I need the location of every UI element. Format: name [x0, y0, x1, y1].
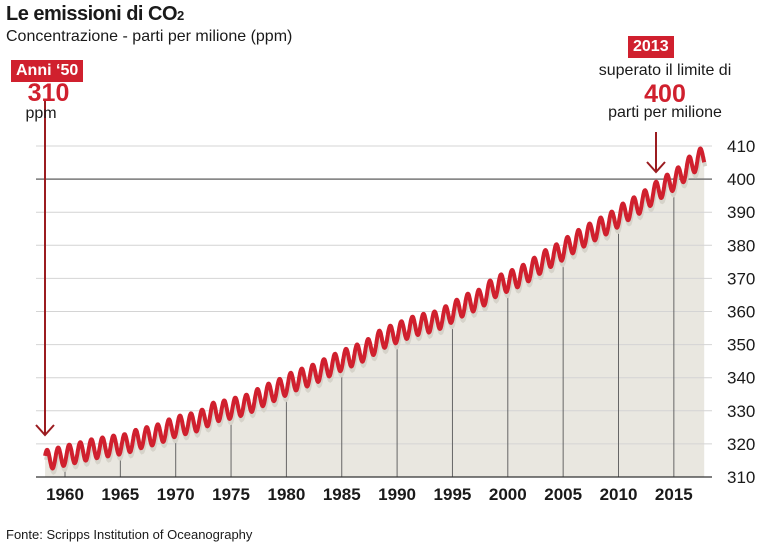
- x-tick-label: 1980: [267, 485, 305, 504]
- x-tick-label: 1990: [378, 485, 416, 504]
- co2-series-line: [43, 146, 707, 471]
- x-tick-label: 1985: [323, 485, 361, 504]
- y-tick-label: 370: [727, 269, 755, 288]
- arrow-down-icon: [646, 132, 666, 174]
- chart-title: Le emissioni di CO2: [6, 3, 184, 25]
- y-tick-label: 410: [727, 137, 755, 156]
- chart-subtitle: Concentrazione - parti per milione (ppm): [6, 28, 293, 45]
- y-tick-label: 320: [727, 435, 755, 454]
- source-note: Fonte: Scripps Institution of Oceanograp…: [6, 527, 253, 542]
- x-tick-label: 1975: [212, 485, 250, 504]
- x-tick-label: 1995: [434, 485, 472, 504]
- x-tick-label: 1960: [46, 485, 84, 504]
- annotation-right-line2: parti per milione: [608, 104, 722, 121]
- y-tick-label: 330: [727, 402, 755, 421]
- x-tick-label: 1970: [157, 485, 195, 504]
- x-tick-label: 2015: [655, 485, 693, 504]
- annotation-left-tag: Anni ‘50: [11, 60, 84, 82]
- x-tick-label: 2010: [600, 485, 638, 504]
- x-tick-label: 2005: [544, 485, 582, 504]
- y-tick-label: 350: [727, 336, 755, 355]
- x-tick-label: 2000: [489, 485, 527, 504]
- y-tick-label: 380: [727, 236, 755, 255]
- annotation-right-value: 400: [644, 80, 686, 108]
- annotation-right-line1: superato il limite di: [598, 62, 732, 79]
- area-fill: [45, 151, 705, 477]
- x-tick-label: 1965: [101, 485, 139, 504]
- y-tick-label: 400: [727, 170, 755, 189]
- annotation-left-unit: ppm: [25, 105, 57, 122]
- y-tick-label: 360: [727, 303, 755, 322]
- y-tick-label: 390: [727, 203, 755, 222]
- annotation-right-tag: 2013: [628, 36, 674, 58]
- y-tick-label: 340: [727, 369, 755, 388]
- y-tick-label: 310: [727, 468, 755, 487]
- annotation-left-value: 310: [27, 79, 70, 107]
- arrow-down-icon: [35, 100, 55, 437]
